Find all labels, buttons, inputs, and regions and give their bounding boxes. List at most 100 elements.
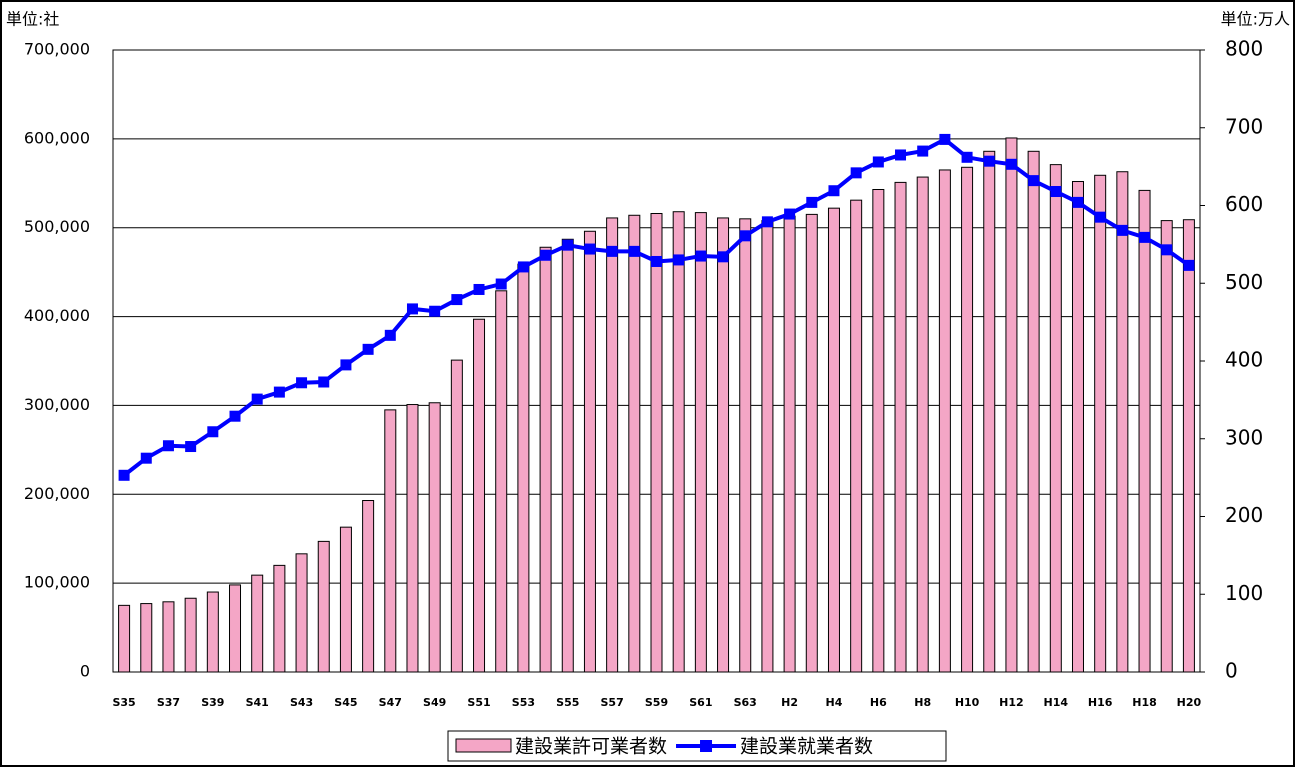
- marker: [606, 245, 618, 257]
- x-tick-label: H16: [1088, 696, 1113, 709]
- y2-tick-label: 100: [1225, 581, 1263, 605]
- marker: [362, 343, 374, 355]
- bar: [827, 207, 840, 673]
- y2-tick-label: 800: [1225, 37, 1263, 61]
- marker: [584, 243, 596, 255]
- bar: [406, 404, 419, 673]
- marker: [384, 329, 396, 341]
- bar: [1071, 181, 1084, 673]
- y-tick-label: 100,000: [24, 573, 90, 592]
- bar: [206, 591, 219, 673]
- y2-tick-label: 300: [1225, 425, 1263, 449]
- marker: [1050, 186, 1062, 198]
- bar: [938, 169, 951, 673]
- bar: [450, 359, 463, 673]
- bar: [1005, 137, 1018, 673]
- bar: [517, 263, 530, 673]
- x-tick-label: H12: [999, 696, 1024, 709]
- marker: [251, 393, 263, 405]
- bar: [628, 214, 641, 673]
- marker: [761, 216, 773, 228]
- marker: [1005, 158, 1017, 170]
- y2-tick-label: 0: [1225, 659, 1238, 683]
- bar: [983, 150, 996, 673]
- bar: [384, 409, 397, 673]
- bar: [650, 212, 663, 673]
- marker: [1161, 244, 1173, 256]
- marker: [473, 283, 485, 295]
- legend-label: 建設業許可業者数: [515, 736, 667, 758]
- bar: [317, 540, 330, 673]
- x-tick-label: H6: [870, 696, 887, 709]
- marker: [118, 469, 130, 481]
- x-tick-label: S49: [423, 696, 446, 709]
- bar: [473, 318, 486, 673]
- marker: [229, 410, 241, 422]
- marker: [717, 251, 729, 263]
- y2-unit-label: 単位:万人: [1221, 10, 1290, 29]
- x-tick-label: S39: [201, 696, 224, 709]
- y2-tick-label: 500: [1225, 270, 1263, 294]
- y-tick-label: 0: [80, 662, 90, 681]
- marker: [406, 303, 418, 315]
- marker: [1139, 231, 1151, 243]
- y-tick-label: 700,000: [24, 40, 90, 59]
- marker: [939, 133, 951, 145]
- y2-tick-label: 600: [1225, 192, 1263, 216]
- x-tick-label: S43: [290, 696, 313, 709]
- x-tick-label: S57: [601, 696, 624, 709]
- bar: [1138, 189, 1151, 673]
- marker: [562, 239, 574, 251]
- bar: [1094, 174, 1107, 673]
- x-tick-label: S35: [112, 696, 135, 709]
- bar: [162, 601, 175, 673]
- x-tick-label: S55: [556, 696, 579, 709]
- legend-swatch: [455, 738, 512, 753]
- marker: [872, 156, 884, 168]
- bar: [118, 604, 131, 673]
- marker: [673, 254, 685, 266]
- marker: [739, 230, 751, 242]
- bar: [894, 181, 907, 673]
- marker: [983, 155, 995, 167]
- bar: [694, 212, 707, 673]
- marker: [340, 359, 352, 371]
- marker: [429, 305, 441, 317]
- bar: [295, 553, 308, 673]
- y-tick-label: 300,000: [24, 395, 90, 414]
- bar: [140, 603, 153, 673]
- x-tick-label: S41: [246, 696, 269, 709]
- bar: [1182, 219, 1195, 673]
- legend-label: 建設業就業者数: [740, 736, 873, 758]
- marker: [495, 278, 507, 290]
- bar: [1160, 220, 1173, 673]
- bar: [783, 215, 796, 673]
- marker: [273, 386, 285, 398]
- bar: [184, 597, 197, 673]
- x-tick-label: S47: [379, 696, 402, 709]
- y-unit-label: 単位:社: [6, 10, 59, 29]
- marker: [1028, 175, 1040, 187]
- legend-swatch: [700, 740, 713, 752]
- x-tick-label: S59: [645, 696, 668, 709]
- bar: [1049, 164, 1062, 673]
- bar: [1027, 150, 1040, 673]
- marker: [828, 185, 840, 197]
- marker: [318, 376, 330, 388]
- marker: [651, 255, 662, 267]
- marker: [628, 245, 640, 257]
- marker: [1116, 224, 1128, 236]
- marker: [451, 294, 463, 306]
- x-tick-label: H4: [826, 696, 843, 709]
- marker: [695, 250, 707, 262]
- bar: [251, 574, 264, 673]
- x-tick-label: H2: [781, 696, 798, 709]
- x-tick-label: S61: [689, 696, 712, 709]
- y-tick-label: 400,000: [24, 306, 90, 325]
- bar: [561, 238, 574, 673]
- x-tick-label: S63: [734, 696, 757, 709]
- marker: [917, 145, 929, 157]
- bar: [583, 230, 596, 673]
- bar: [339, 526, 352, 673]
